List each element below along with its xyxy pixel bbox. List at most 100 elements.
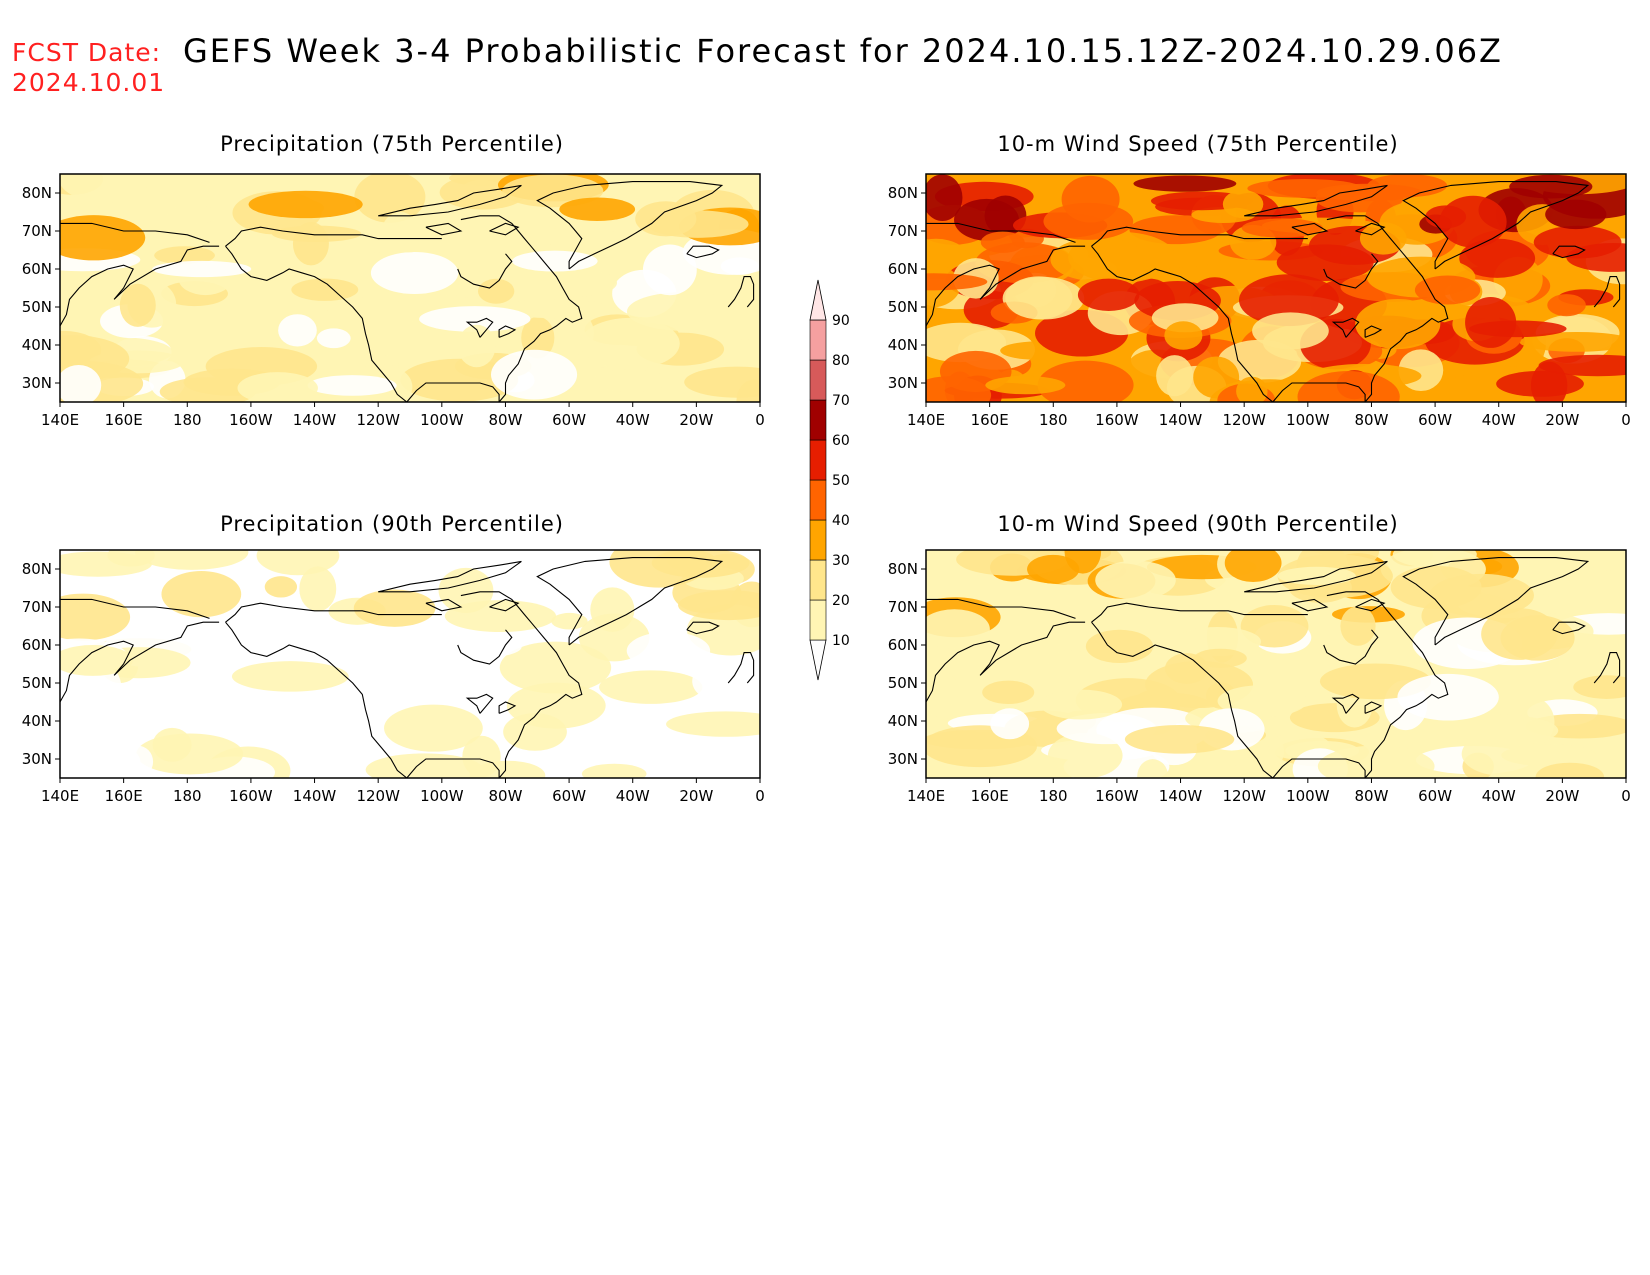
coastlines-precip90	[60, 557, 755, 778]
coastlines-wind75	[926, 181, 1621, 402]
lon-tick-label: 60W	[552, 411, 586, 429]
lat-tick-label: 30N	[22, 750, 52, 768]
lat-tick-label: 40N	[22, 336, 52, 354]
lon-tick-label: 160W	[1095, 411, 1139, 429]
contour-fill-wind75	[926, 174, 1626, 402]
lon-tick-label: 160W	[1095, 787, 1139, 805]
map-panel-wind90: 140E 160E 180 160W 140W 120W 100W 80W 60W 40W 20W 0…	[888, 549, 1631, 805]
lat-tick-label: 80N	[22, 560, 52, 578]
lon-tick-label: 140E	[41, 411, 79, 429]
lon-tick-label: 20W	[1545, 787, 1579, 805]
lat-tick-label: 80N	[22, 184, 52, 202]
colorbar-label: 60	[832, 433, 850, 449]
lon-tick-label: 160W	[229, 787, 273, 805]
lon-tick-label: 140W	[293, 411, 337, 429]
lon-tick-label: 120W	[356, 411, 400, 429]
colorbar-label: 30	[832, 553, 850, 569]
colorbar-segment	[809, 319, 827, 361]
lon-tick-label: 120W	[356, 787, 400, 805]
lon-tick-label: 40W	[1482, 787, 1516, 805]
fcst-date-value: 2024.10.01	[12, 68, 166, 97]
lat-tick-label: 50N	[22, 674, 52, 692]
colorbar-segment	[809, 479, 827, 521]
lat-tick-label: 40N	[22, 712, 52, 730]
panel-title-wind90: 10-m Wind Speed (90th Percentile)	[997, 512, 1399, 536]
colorbar-segment	[809, 639, 827, 681]
fcst-date-label: FCST Date:	[12, 38, 162, 67]
map-frame-wind75	[925, 173, 1627, 403]
lon-tick-label: 80W	[1354, 787, 1388, 805]
map-panel-wind75: 140E 160E 180 160W 140W 120W 100W 80W 60W 40W 20W 0…	[888, 173, 1631, 429]
lat-tick-label: 40N	[888, 712, 918, 730]
panel-title-precip75: Precipitation (75th Percentile)	[220, 132, 564, 156]
lon-tick-label: 0	[755, 411, 765, 429]
lon-tick-label: 80W	[1354, 411, 1388, 429]
map-frame-wind90	[925, 549, 1627, 779]
lon-tick-label: 100W	[420, 411, 464, 429]
lat-tick-label: 30N	[888, 374, 918, 392]
lat-tick-label: 50N	[888, 674, 918, 692]
lon-tick-label: 140W	[293, 787, 337, 805]
colorbar-label: 50	[832, 473, 850, 489]
lat-tick-label: 60N	[888, 260, 918, 278]
lon-tick-label: 140W	[1159, 787, 1203, 805]
lat-tick-label: 80N	[888, 560, 918, 578]
lat-tick-label: 30N	[888, 750, 918, 768]
lon-tick-label: 80W	[488, 787, 522, 805]
panels-layer: 140E 160E 180 160W 140W 120W 100W 80W 60W 40W 20W 0…	[22, 173, 1631, 805]
lon-tick-label: 40W	[1482, 411, 1516, 429]
lon-tick-label: 180	[173, 411, 202, 429]
lon-tick-label: 20W	[679, 411, 713, 429]
lat-tick-label: 80N	[888, 184, 918, 202]
lon-tick-label: 160E	[105, 787, 143, 805]
page-title: GEFS Week 3-4 Probabilistic Forecast for…	[183, 32, 1503, 70]
lat-tick-label: 70N	[888, 222, 918, 240]
coastlines-precip75	[60, 181, 755, 402]
map-frame-precip90	[59, 549, 761, 779]
lon-tick-label: 0	[1621, 787, 1631, 805]
lat-tick-label: 50N	[888, 298, 918, 316]
lon-tick-label: 100W	[420, 787, 464, 805]
lon-tick-label: 0	[1621, 411, 1631, 429]
lat-tick-label: 70N	[888, 598, 918, 616]
lat-tick-label: 60N	[888, 636, 918, 654]
panel-title-wind75: 10-m Wind Speed (75th Percentile)	[997, 132, 1399, 156]
lon-tick-label: 140E	[41, 787, 79, 805]
colorbar-label: 90	[832, 313, 850, 329]
lon-tick-label: 120W	[1222, 787, 1266, 805]
lat-tick-label: 30N	[22, 374, 52, 392]
contour-fill-wind90	[926, 550, 1626, 778]
colorbar: 10 20 30 40 50 60 70 80 90	[809, 279, 850, 681]
lon-tick-label: 140E	[907, 411, 945, 429]
lon-tick-label: 40W	[616, 411, 650, 429]
map-panel-precip75: 140E 160E 180 160W 140W 120W 100W 80W 60W 40W 20W 0…	[22, 173, 765, 429]
lon-tick-label: 140W	[1159, 411, 1203, 429]
lat-tick-label: 50N	[22, 298, 52, 316]
lon-tick-label: 100W	[1286, 787, 1330, 805]
map-frame-precip75	[59, 173, 761, 403]
colorbar-label: 80	[832, 353, 850, 369]
colorbar-segment	[809, 359, 827, 401]
lon-tick-label: 60W	[1418, 787, 1452, 805]
lon-tick-label: 80W	[488, 411, 522, 429]
colorbar-segment	[809, 519, 827, 561]
contour-fill-precip75	[60, 174, 760, 402]
colorbar-segment	[809, 559, 827, 601]
lon-tick-label: 40W	[616, 787, 650, 805]
lon-tick-label: 160E	[105, 411, 143, 429]
lon-tick-label: 180	[1039, 411, 1068, 429]
lon-tick-label: 180	[173, 787, 202, 805]
lat-tick-label: 40N	[888, 336, 918, 354]
colorbar-segment	[809, 399, 827, 441]
colorbar-segment	[809, 439, 827, 481]
lat-tick-label: 60N	[22, 636, 52, 654]
lon-tick-label: 100W	[1286, 411, 1330, 429]
lat-tick-label: 70N	[22, 222, 52, 240]
lat-tick-label: 70N	[22, 598, 52, 616]
lon-tick-label: 20W	[1545, 411, 1579, 429]
colorbar-segment	[809, 599, 827, 641]
lon-tick-label: 180	[1039, 787, 1068, 805]
contour-fill-precip90	[60, 550, 760, 778]
colorbar-label: 20	[832, 593, 850, 609]
